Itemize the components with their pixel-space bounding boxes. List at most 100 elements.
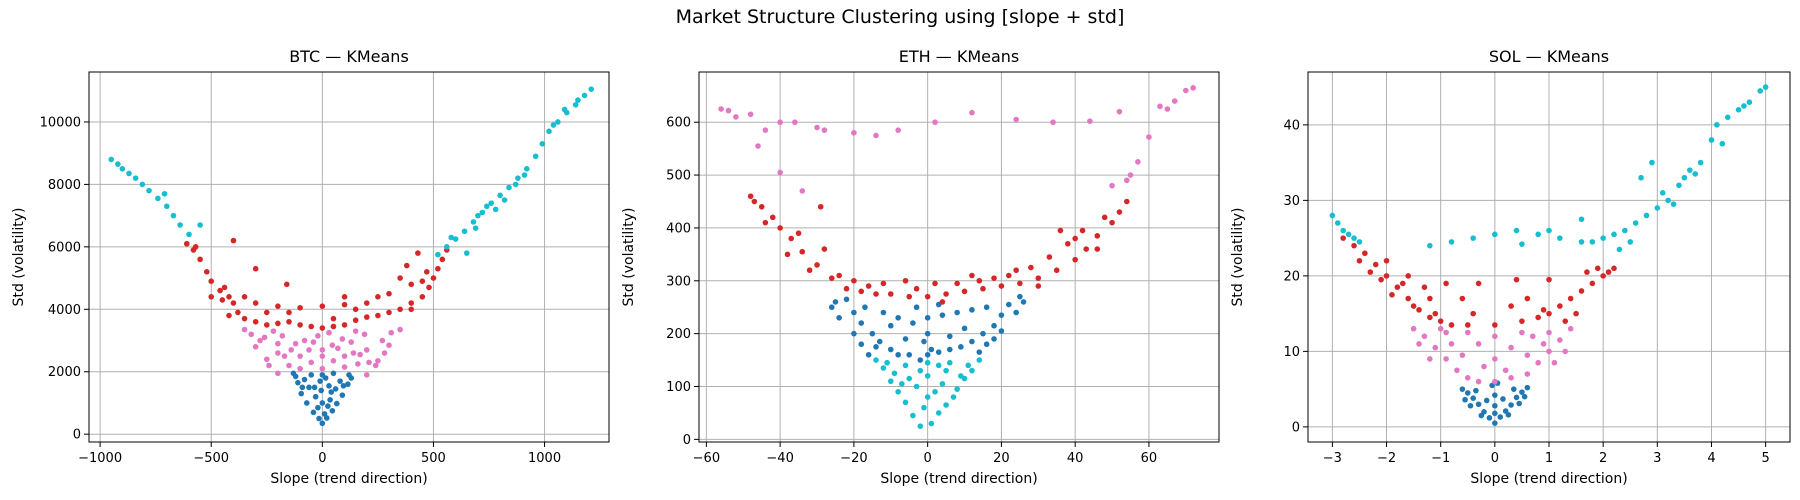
scatter-point <box>762 219 769 226</box>
scatter-point <box>873 132 879 139</box>
y-tick-label: 10 <box>1283 345 1300 360</box>
scatter-point <box>226 294 232 300</box>
cluster-2 <box>183 237 450 331</box>
scatter-point <box>1519 318 1525 324</box>
x-tick-label: 60 <box>1141 451 1158 466</box>
scatter-point <box>1524 352 1531 358</box>
scatter-point <box>252 300 259 306</box>
scatter-point <box>1540 307 1547 313</box>
scatter-point <box>991 275 997 281</box>
scatter-point <box>1508 402 1514 408</box>
y-tick-label: 100 <box>666 380 691 395</box>
scatter-point <box>452 236 459 242</box>
scatter-point <box>1367 269 1374 275</box>
scatter-point <box>325 403 331 409</box>
scatter-point <box>1443 329 1449 336</box>
scatter-point <box>976 277 983 284</box>
scatter-point <box>1135 159 1141 165</box>
scatter-point <box>1524 295 1531 302</box>
scatter-point <box>1714 122 1720 128</box>
scatter-point <box>851 330 857 337</box>
scatter-point <box>1017 280 1023 287</box>
scatter-point <box>1492 231 1498 238</box>
scatter-point <box>935 362 942 369</box>
scatter-point <box>1470 310 1476 317</box>
x-tick-label: −40 <box>766 451 793 466</box>
scatter-point <box>928 346 935 353</box>
scatter-point <box>1183 87 1189 94</box>
scatter-point <box>958 373 964 379</box>
cluster-0 <box>290 370 355 427</box>
scatter-point <box>330 370 337 377</box>
scatter-point <box>1448 322 1455 328</box>
scatter-point <box>1394 284 1401 291</box>
scatter-point <box>532 153 539 160</box>
scatter-point <box>954 280 960 287</box>
scatter-point <box>1475 401 1482 408</box>
scatter-point <box>1405 295 1411 302</box>
scatter-point <box>327 397 333 403</box>
scatter-point <box>758 203 765 210</box>
scatter-point <box>319 353 326 359</box>
scatter-point <box>836 272 842 279</box>
scatter-point <box>851 277 857 284</box>
scatter-point <box>439 256 446 263</box>
y-tick-label: 0 <box>683 433 691 448</box>
scatter-point <box>917 357 924 363</box>
scatter-point <box>321 411 328 417</box>
scatter-point <box>408 281 415 288</box>
scatter-point <box>1478 412 1485 419</box>
scatter-point <box>1475 378 1482 385</box>
scatter-point <box>483 203 490 210</box>
scatter-point <box>876 338 883 345</box>
scatter-point <box>310 339 317 345</box>
scatter-point <box>203 269 210 275</box>
scatter-point <box>230 300 237 306</box>
scatter-point <box>161 190 168 197</box>
scatter-point <box>1383 257 1390 264</box>
scatter-point <box>1513 276 1520 283</box>
axes-frame <box>698 71 1220 443</box>
scatter-point <box>308 323 315 330</box>
scatter-point <box>843 296 850 303</box>
x-tick-label: −1 <box>1431 451 1450 466</box>
scatter-point <box>1492 333 1498 340</box>
scatter-point <box>1492 322 1498 328</box>
scatter-point <box>1005 301 1012 308</box>
scatter-point <box>170 212 177 219</box>
scatter-point <box>341 294 348 300</box>
scatter-point <box>1443 356 1449 362</box>
scatter-point <box>1719 140 1726 147</box>
scatter-point <box>762 127 769 133</box>
scatter-point <box>924 373 931 379</box>
scatter-point <box>252 343 259 350</box>
cluster-0 <box>1459 380 1531 426</box>
x-tick-label: 500 <box>421 451 446 466</box>
scatter-point <box>1109 182 1115 189</box>
scatter-point <box>319 347 326 353</box>
scatter-point <box>895 388 901 395</box>
scatter-point <box>1573 310 1579 317</box>
scatter-point <box>317 378 323 384</box>
scatter-point <box>430 275 437 281</box>
scatter-point <box>969 272 975 279</box>
scatter-point <box>1437 318 1444 324</box>
scatter-point <box>1028 264 1034 271</box>
scatter-point <box>375 358 381 364</box>
scatter-point <box>1708 137 1715 143</box>
scatter-point <box>1535 314 1541 321</box>
scatter-point <box>880 365 887 371</box>
y-tick-label: 2000 <box>48 365 81 380</box>
scatter-point <box>1492 356 1498 362</box>
scatter-point <box>1035 275 1042 281</box>
scatter-point <box>361 331 368 338</box>
scatter-point <box>1116 209 1123 215</box>
grid-lines <box>699 72 1219 442</box>
scatter-point <box>843 285 850 292</box>
scatter-point <box>1735 106 1742 113</box>
scatter-point <box>1421 284 1428 291</box>
scatter-point <box>950 394 957 400</box>
scatter-point <box>1483 397 1490 404</box>
scatter-point <box>865 283 872 289</box>
